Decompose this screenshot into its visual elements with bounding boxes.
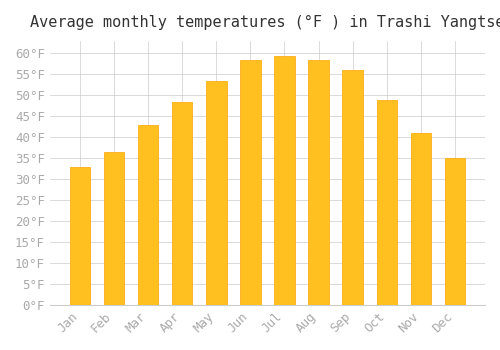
Bar — [308, 60, 329, 305]
Bar — [376, 100, 397, 305]
Bar — [104, 152, 124, 305]
Bar — [342, 70, 363, 305]
Bar — [70, 167, 90, 305]
Bar — [138, 125, 158, 305]
Bar — [445, 158, 465, 305]
Bar — [410, 133, 431, 305]
Title: Average monthly temperatures (°F ) in Trashi Yangtse: Average monthly temperatures (°F ) in Tr… — [30, 15, 500, 30]
Bar — [206, 81, 227, 305]
Bar — [274, 56, 294, 305]
Bar — [240, 60, 260, 305]
Bar — [172, 102, 193, 305]
